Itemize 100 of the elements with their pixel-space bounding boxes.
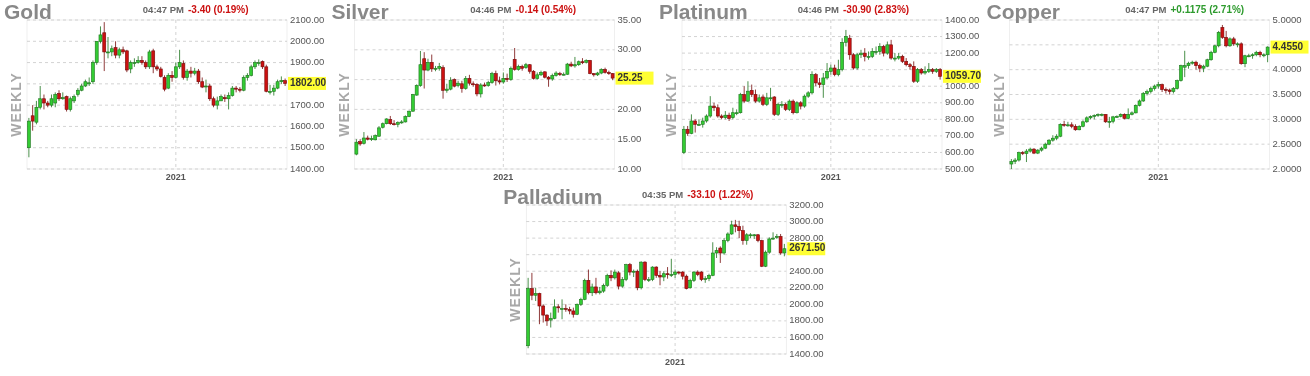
chart-title: Silver	[331, 0, 389, 23]
candlestick	[731, 107, 735, 120]
candlestick	[658, 270, 662, 286]
candlestick	[456, 80, 460, 88]
y-axis-title: WEEKLY	[990, 72, 1007, 137]
candlestick	[268, 84, 272, 95]
y-tick-label: 600.00	[945, 145, 975, 157]
candlestick	[530, 272, 534, 301]
candlestick	[669, 258, 674, 278]
candlestick	[682, 125, 686, 155]
candlestick	[441, 64, 445, 100]
y-tick-label: 1400.00	[290, 162, 325, 174]
candlestick	[57, 89, 61, 102]
candlestick	[283, 78, 287, 87]
chart-subtitle: -0.14 (0.54%)	[515, 4, 577, 15]
text: 04:46 PM	[797, 4, 840, 15]
candlestick	[1194, 60, 1198, 71]
candlestick	[746, 80, 750, 103]
annotation: 1802.00	[290, 77, 327, 89]
y-tick-label: 3200.00	[789, 198, 824, 210]
candlestick	[170, 70, 174, 83]
y-tick-label: 700.00	[945, 129, 975, 141]
y-tick-label: 800.00	[945, 112, 975, 124]
candlestick	[1164, 87, 1168, 94]
candlestick	[573, 56, 577, 69]
y-tick-label: 1200.00	[945, 46, 980, 58]
candlestick	[643, 260, 647, 282]
candlestick	[874, 46, 878, 56]
y-tick-label: 10.00	[617, 162, 642, 174]
candlestick	[460, 80, 464, 94]
y-tick-label: 2200.00	[789, 281, 824, 293]
y-tick-label: 1700.00	[290, 98, 325, 110]
candlestick	[76, 87, 80, 98]
y-tick-label: 30.00	[617, 43, 642, 55]
chart-subtitle: -3.40 (0.19%)	[188, 4, 249, 15]
candlestick	[594, 277, 598, 295]
text: 04:47 PM	[1125, 4, 1167, 15]
y-tick-label: 2.0000	[1272, 162, 1302, 174]
x-tick-label: 2021	[493, 172, 514, 182]
candlestick	[893, 52, 897, 62]
candlestick	[768, 87, 773, 102]
candlestick	[42, 94, 46, 110]
candlestick	[1066, 121, 1070, 128]
y-tick-label: 2000.00	[290, 34, 325, 46]
candlestick	[279, 76, 284, 85]
y-tick-label: 35.00	[617, 13, 642, 25]
candlestick	[238, 86, 242, 93]
y-tick-label: 1800.00	[789, 314, 824, 326]
candlestick	[810, 70, 814, 95]
chart-subtitle: -30.90 (2.83%)	[843, 4, 910, 15]
candlestick	[558, 71, 562, 77]
x-tick-label: 2021	[1148, 172, 1169, 182]
y-axis-title: WEEKLY	[663, 72, 679, 137]
y-tick-label: 3.5000	[1272, 88, 1302, 100]
candlestick	[889, 39, 893, 61]
candlestick	[204, 79, 208, 93]
y-tick-label: 20.00	[617, 102, 642, 114]
x-tick-label: 2021	[820, 172, 841, 182]
candlestick	[140, 55, 144, 66]
y-tick-label: 2400.00	[789, 264, 824, 276]
candlestick	[30, 104, 35, 132]
y-tick-label: 3000.00	[789, 215, 824, 227]
y-axis-title: WEEKLY	[507, 257, 524, 322]
y-axis-title: WEEKLY	[335, 72, 352, 137]
y-tick-label: 1300.00	[945, 30, 980, 42]
chart-subtitle: -33.10 (1.22%)	[687, 189, 754, 200]
candlestick	[106, 36, 110, 59]
candlestick	[1096, 112, 1100, 118]
candlestick	[189, 66, 193, 78]
candlestick	[537, 292, 542, 325]
y-tick-label: 1000.00	[945, 79, 980, 91]
x-tick-label: 2021	[665, 357, 686, 367]
y-tick-label: 2100.00	[290, 13, 325, 25]
candlestick	[61, 91, 65, 101]
candlestick	[703, 275, 708, 284]
candlestick	[234, 85, 238, 93]
candlestick	[741, 225, 745, 246]
text: 04:35 PM	[642, 189, 684, 200]
candlestick	[697, 118, 701, 127]
chart-subtitle: +0.1175 (2.71%)	[1170, 4, 1245, 15]
y-tick-label: 1600.00	[789, 330, 824, 342]
candlestick	[556, 303, 561, 314]
candlestick	[533, 287, 538, 302]
candlestick	[727, 112, 731, 122]
y-tick-label: 1900.00	[290, 56, 325, 68]
candlestick	[1258, 50, 1262, 58]
candlestick	[708, 95, 713, 119]
annotation: 4.4550	[1272, 40, 1304, 52]
chart-title: Gold	[4, 0, 52, 23]
y-tick-label: 3.0000	[1272, 112, 1302, 124]
y-tick-label: 1400.00	[945, 13, 980, 25]
candlestick	[866, 51, 871, 61]
x-tick-label: 2021	[165, 172, 186, 182]
candlestick	[609, 269, 613, 282]
candlestick	[256, 58, 261, 67]
candlestick	[539, 70, 543, 77]
y-tick-label: 500.00	[945, 162, 975, 174]
y-tick-label: 1400.00	[789, 347, 824, 359]
y-tick-label: 2000.00	[789, 297, 824, 309]
y-tick-label: 2.5000	[1272, 137, 1302, 149]
